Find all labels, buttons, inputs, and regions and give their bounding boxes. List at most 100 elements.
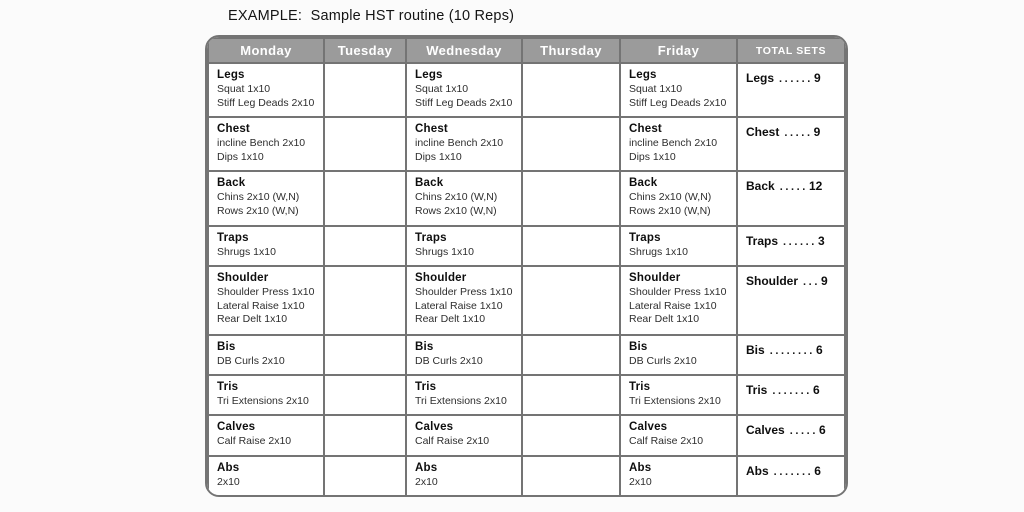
total-label: Back <box>746 179 775 193</box>
exercise-line: 2x10 <box>629 476 652 488</box>
muscle-group-label: Legs <box>629 69 657 81</box>
muscle-group-label: Bis <box>217 341 236 353</box>
muscle-group-label: Calves <box>415 421 454 433</box>
total-label: Tris <box>746 383 768 397</box>
cell-wednesday-abs: Abs 2x10 <box>405 455 523 495</box>
cell-thursday-empty <box>521 116 621 172</box>
table-row-chest: Chest incline Bench 2x10 Dips 1x10 Chest… <box>207 116 846 172</box>
cell-monday-abs: Abs 2x10 <box>207 455 325 495</box>
muscle-group-label: Traps <box>217 232 249 244</box>
cell-wednesday-calves: Calves Calf Raise 2x10 <box>405 414 523 457</box>
exercise-line: incline Bench 2x10 <box>217 137 306 149</box>
exercise-line: Dips 1x10 <box>217 150 264 163</box>
cell-thursday-empty <box>521 265 621 336</box>
cell-wednesday-back: Back Chins 2x10 (W,N) Rows 2x10 (W,N) <box>405 170 523 227</box>
cell-monday-tris: Tris Tri Extensions 2x10 <box>207 374 325 416</box>
muscle-group-label: Calves <box>217 421 256 433</box>
cell-monday-legs: Legs Squat 1x10 Stiff Leg Deads 2x10 <box>207 62 325 118</box>
cell-total-calves: Calves .....6 <box>736 414 846 457</box>
exercise-line: Squat 1x10 <box>415 83 469 95</box>
muscle-group-label: Shoulder <box>415 272 467 284</box>
exercise-line: 2x10 <box>217 476 240 488</box>
cell-total-bis: Bis ........6 <box>736 334 846 376</box>
total-label: Abs <box>746 464 769 478</box>
table-row-calves: Calves Calf Raise 2x10 Calves Calf Raise… <box>207 414 846 457</box>
exercise-line: Calf Raise 2x10 <box>217 435 292 447</box>
table-row-tris: Tris Tri Extensions 2x10 Tris Tri Extens… <box>207 374 846 416</box>
exercise-line: incline Bench 2x10 <box>415 137 504 149</box>
muscle-group-label: Abs <box>415 462 438 474</box>
muscle-group-label: Shoulder <box>629 272 681 284</box>
total-value: 6 <box>818 423 826 437</box>
exercise-line: Calf Raise 2x10 <box>629 435 704 447</box>
cell-tuesday-empty <box>323 265 407 336</box>
cell-tuesday-empty <box>323 334 407 376</box>
cell-thursday-empty <box>521 62 621 118</box>
muscle-group-label: Traps <box>629 232 661 244</box>
muscle-group-label: Shoulder <box>217 272 269 284</box>
cell-tuesday-empty <box>323 62 407 118</box>
exercise-line: Tri Extensions 2x10 <box>629 395 721 407</box>
cell-thursday-empty <box>521 225 621 267</box>
muscle-group-label: Legs <box>217 69 245 81</box>
cell-total-shoulder: Shoulder ...9 <box>736 265 846 336</box>
table-row-back: Back Chins 2x10 (W,N) Rows 2x10 (W,N) Ba… <box>207 170 846 227</box>
exercise-line: Stiff Leg Deads 2x10 <box>629 96 727 109</box>
cell-friday-abs: Abs 2x10 <box>619 455 738 495</box>
total-value: 9 <box>813 125 821 139</box>
column-header-monday: Monday <box>207 37 325 64</box>
cell-friday-calves: Calves Calf Raise 2x10 <box>619 414 738 457</box>
muscle-group-label: Bis <box>415 341 434 353</box>
total-value: 6 <box>812 383 820 397</box>
hst-routine-table: Monday Tuesday Wednesday Thursday Friday… <box>207 37 846 495</box>
exercise-line: DB Curls 2x10 <box>217 355 285 367</box>
exercise-line: Tri Extensions 2x10 <box>415 395 507 407</box>
cell-wednesday-tris: Tris Tri Extensions 2x10 <box>405 374 523 416</box>
exercise-line: Calf Raise 2x10 <box>415 435 490 447</box>
cell-total-back: Back .....12 <box>736 170 846 227</box>
muscle-group-label: Chest <box>629 123 662 135</box>
exercise-line: Chins 2x10 (W,N) <box>217 191 300 203</box>
table-row-traps: Traps Shrugs 1x10 Traps Shrugs 1x10 Trap… <box>207 225 846 267</box>
exercise-line: Dips 1x10 <box>415 150 462 163</box>
dot-leader: ........ <box>769 345 815 357</box>
exercise-line: Rows 2x10 (W,N) <box>217 204 299 217</box>
exercise-line: Shoulder Press 1x10 <box>415 286 513 298</box>
total-value: 9 <box>820 274 828 288</box>
total-label: Legs <box>746 71 775 85</box>
dot-leader: ....... <box>773 466 814 478</box>
muscle-group-label: Calves <box>629 421 668 433</box>
muscle-group-label: Chest <box>217 123 250 135</box>
table-row-abs: Abs 2x10 Abs 2x10 Abs 2x10 Abs .......6 <box>207 455 846 495</box>
cell-friday-legs: Legs Squat 1x10 Stiff Leg Deads 2x10 <box>619 62 738 118</box>
workout-schedule-table: Monday Tuesday Wednesday Thursday Friday… <box>205 35 848 497</box>
total-value: 6 <box>815 343 823 357</box>
muscle-group-label: Back <box>629 177 658 189</box>
cell-thursday-empty <box>521 334 621 376</box>
muscle-group-label: Bis <box>629 341 648 353</box>
total-label: Traps <box>746 234 779 248</box>
dot-leader: ..... <box>779 181 808 193</box>
cell-monday-calves: Calves Calf Raise 2x10 <box>207 414 325 457</box>
column-header-thursday: Thursday <box>521 37 621 64</box>
cell-total-tris: Tris .......6 <box>736 374 846 416</box>
exercise-line: Chins 2x10 (W,N) <box>629 191 712 203</box>
cell-monday-back: Back Chins 2x10 (W,N) Rows 2x10 (W,N) <box>207 170 325 227</box>
dot-leader: ...... <box>783 236 817 248</box>
total-value: 3 <box>817 234 825 248</box>
cell-thursday-empty <box>521 414 621 457</box>
total-label: Calves <box>746 423 785 437</box>
exercise-line: Tri Extensions 2x10 <box>217 395 309 407</box>
muscle-group-label: Abs <box>217 462 240 474</box>
cell-monday-chest: Chest incline Bench 2x10 Dips 1x10 <box>207 116 325 172</box>
cell-total-traps: Traps ......3 <box>736 225 846 267</box>
exercise-line: Shoulder Press 1x10 <box>217 286 315 298</box>
cell-tuesday-empty <box>323 414 407 457</box>
muscle-group-label: Tris <box>217 381 239 393</box>
table-row-shoulder: Shoulder Shoulder Press 1x10 Lateral Rai… <box>207 265 846 336</box>
column-header-friday: Friday <box>619 37 738 64</box>
dot-leader: ... <box>803 276 820 288</box>
dot-leader: ..... <box>784 127 813 139</box>
exercise-line: DB Curls 2x10 <box>629 355 697 367</box>
exercise-line: Rows 2x10 (W,N) <box>629 204 711 217</box>
